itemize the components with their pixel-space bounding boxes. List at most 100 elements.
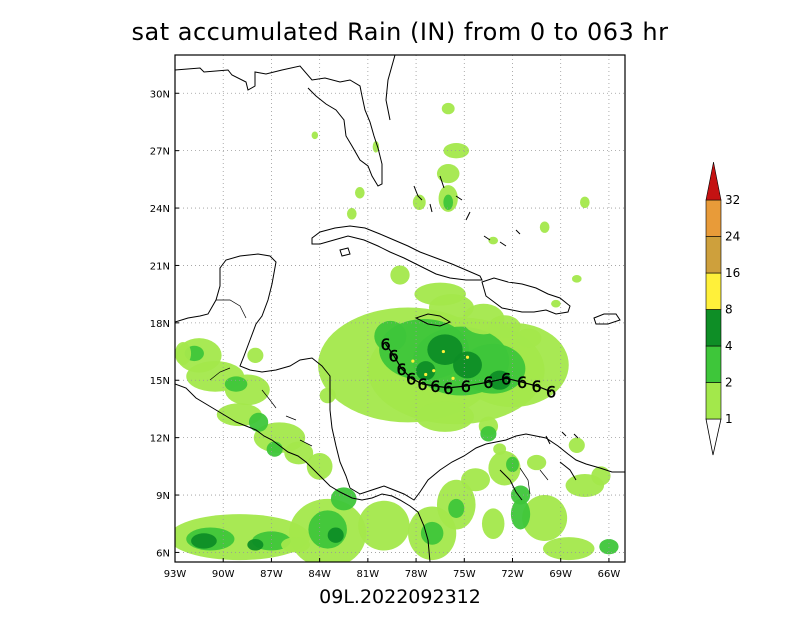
storm-position-symbol: 6 [380,335,390,354]
lon-tick-label: 81W [357,569,380,580]
storm-position-symbol: 6 [388,346,398,365]
rain-blob [420,521,444,545]
storm-position-symbol: 6 [406,369,416,388]
rain-blob [515,328,542,348]
rain-blob [526,454,547,471]
rain-blob [580,196,590,209]
lat-tick-label: 21N [150,261,170,272]
storm-position-symbol: 6 [397,360,407,379]
rain-blob [412,194,426,210]
coast-nicaragua-caribbean [329,394,351,489]
rain-blob [443,194,454,210]
lon-tick-label: 90W [212,569,235,580]
rain-blob [488,236,499,245]
lon-tick-label: 87W [260,569,283,580]
colorbar-label: 24 [725,230,740,244]
rain-blob [551,299,561,308]
rain-blob [448,498,465,518]
coastline-layer [175,55,625,562]
rain-blob [355,187,365,199]
coast-colombia-inland [417,511,431,562]
lon-tick-label: 78W [405,569,428,580]
lon-tick-label: 75W [453,569,476,580]
rain-blob [284,441,314,465]
colorbar-upper-triangle [705,161,722,201]
lat-tick-label: 30N [150,89,170,100]
rain-blob [488,315,521,339]
rain-blob [247,539,264,551]
rain-blob [441,102,455,115]
plot-title: sat accumulated Rain (IN) from 0 to 063 … [131,18,669,46]
lat-tick-label: 27N [150,147,170,158]
rain-blob [374,320,407,352]
colorbar-label: 1 [725,412,733,426]
colorbar-segment [705,236,722,274]
lat-tick-label: 15N [150,376,170,387]
latitude-tick-labels: 30N 27N 24N 21N 18N 15N 12N 9N 6N [150,89,179,559]
lon-tick-label: 69W [549,569,572,580]
rain-blob [436,164,460,184]
colorbar-segment [705,345,722,383]
colorbar-segment [705,382,722,420]
storm-position-symbol: 6 [417,375,427,394]
storm-position-symbol: 6 [501,369,511,388]
coast-bahamas [413,175,521,247]
rain-peak [424,372,428,377]
lon-tick-label: 84W [308,569,331,580]
storm-position-symbol: 6 [517,373,527,392]
coast-cuba [311,225,483,281]
rain-peak [465,355,470,359]
colorbar-label: 16 [725,266,740,280]
storm-position-symbol: 6 [430,377,440,396]
rain-blob [461,468,490,492]
rain-blob [539,221,550,233]
rain-blob [599,539,619,555]
colorbar-label: 32 [725,193,740,207]
colorbar-lower-triangle [705,418,722,456]
rain-blob [443,143,470,159]
rain-blob [453,351,482,379]
grid-layer [175,55,625,562]
rain-peak [451,376,455,380]
lon-tick-label: 66W [598,569,621,580]
border-lines [209,299,549,495]
rain-blob [372,141,380,153]
coast-us-florida [175,65,383,187]
rain-blob [481,508,505,540]
rain-blob [248,412,269,432]
coast-hispaniola [481,277,571,315]
rain-blob [568,437,585,453]
lat-tick-label: 24N [150,204,170,215]
rain-blob [311,131,319,140]
rain-blob [427,334,463,365]
rain-blob [543,537,595,561]
rain-peak [411,359,415,363]
rain-blob [510,485,531,505]
rain-blob [281,537,310,553]
coast-puerto-rico [593,313,621,325]
rain-blob [390,265,410,285]
rain-blob [506,456,519,473]
rain-blob [428,294,474,321]
rain-blob [266,441,283,457]
longitude-tick-labels: 93W 90W 87W 84W 81W 78W 75W 72W 69W 66W [164,558,621,580]
lat-tick-label: 6N [156,548,170,559]
coast-jamaica [414,313,452,327]
rain-peak [441,349,445,354]
colorbar-segment [705,199,722,237]
rain-blob [224,376,248,392]
rain-blob [358,500,410,551]
rain-blob [510,498,531,530]
coast-venezuela-inland [499,461,577,501]
coast-east-florida [385,55,396,121]
rain-blob [591,466,611,486]
rain-blob [480,426,497,442]
storm-position-symbol: 6 [483,373,493,392]
rain-blob [247,347,264,364]
rain-blob [306,452,333,480]
storm-position-symbol: 6 [546,383,556,402]
coast-isle-of-youth [339,247,351,257]
colorbar-segment [705,309,722,347]
